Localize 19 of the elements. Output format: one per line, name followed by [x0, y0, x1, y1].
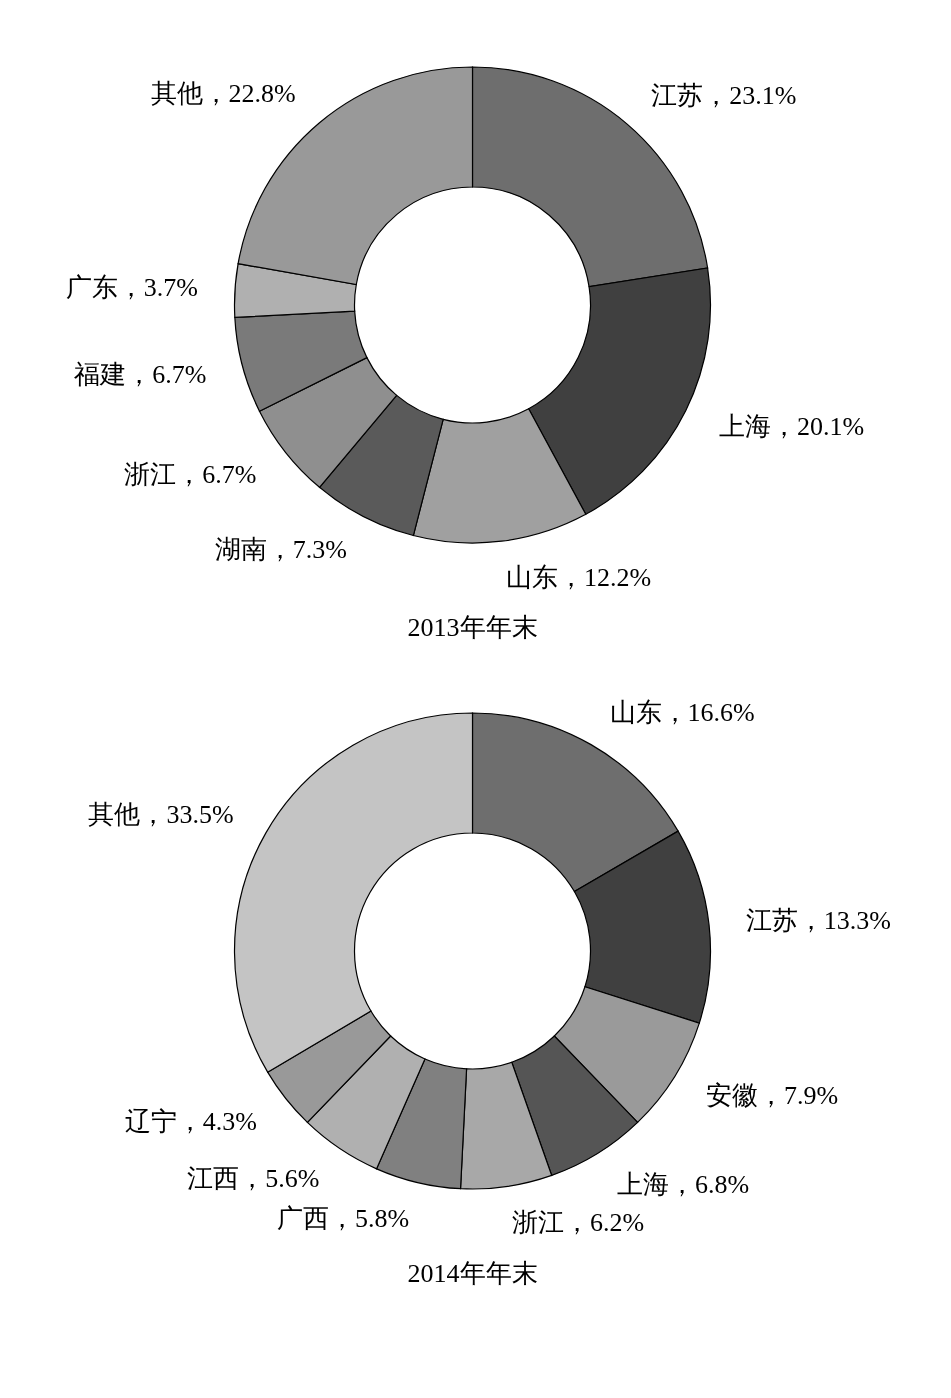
slice-label: 辽宁，4.3% — [124, 1106, 257, 1136]
slice-label: 江西，5.6% — [187, 1164, 320, 1194]
slice-label: 福建，6.7% — [74, 359, 207, 389]
slice-label: 广西，5.8% — [276, 1203, 410, 1233]
slice-label: 浙江，6.2% — [512, 1208, 645, 1238]
text: 2014年年末 — [407, 1259, 538, 1288]
slice-label: 浙江，6.7% — [124, 460, 257, 490]
slice-label: 上海，6.8% — [616, 1170, 750, 1200]
text: 2013年年末 — [407, 613, 538, 642]
slice-label: 安徽，7.9% — [706, 1081, 839, 1111]
slice-label: 江苏，23.1% — [651, 80, 797, 110]
slice-label: 其他，33.5% — [88, 799, 234, 829]
slice-label: 其他，22.8% — [150, 79, 296, 109]
slice-label: 广东，3.7% — [65, 273, 199, 303]
slice-label: 上海，20.1% — [719, 411, 865, 441]
slice-label: 山东，12.2% — [506, 562, 652, 592]
slice-label: 江苏，13.3% — [745, 905, 892, 935]
slice-label: 湖南，7.3% — [214, 534, 347, 564]
slice-label: 山东，16.6% — [609, 697, 755, 727]
